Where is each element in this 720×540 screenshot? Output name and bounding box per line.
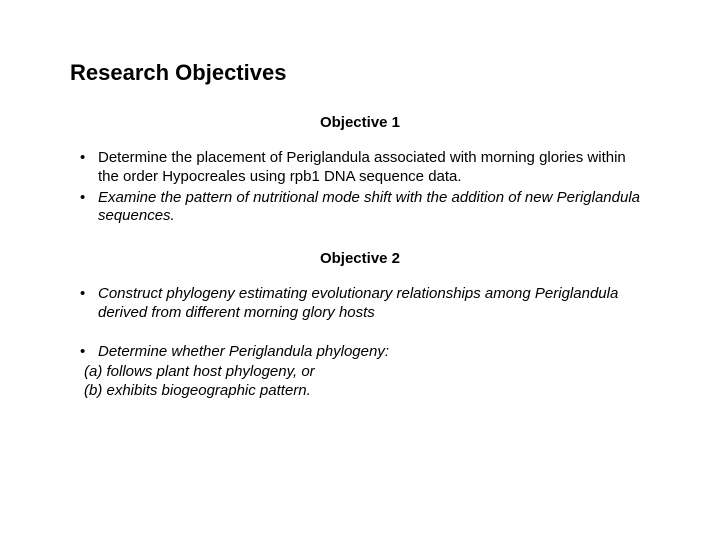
list-item: Determine the placement of Periglandula …: [76, 149, 650, 187]
objective-2-heading: Objective 2: [70, 250, 650, 267]
slide: Research Objectives Objective 1 Determin…: [0, 0, 720, 540]
objective-2-list: Construct phylogeny estimating evolution…: [70, 285, 650, 361]
list-item: Construct phylogeny estimating evolution…: [76, 285, 650, 323]
bullet-text: Examine the pattern of nutritional mode …: [98, 189, 640, 225]
objective-1-heading: Objective 1: [70, 114, 650, 131]
list-item: Determine whether Periglandula phylogeny…: [76, 343, 650, 362]
bullet-text: Construct phylogeny estimating evolution…: [98, 285, 618, 321]
bullet-text: Determine the placement of Periglandula …: [98, 149, 626, 185]
objective-2-sublines: (a) follows plant host phylogeny, or (b)…: [70, 363, 650, 401]
list-item: Examine the pattern of nutritional mode …: [76, 189, 650, 227]
objective-1-list: Determine the placement of Periglandula …: [70, 149, 650, 226]
bullet-text: Determine whether Periglandula phylogeny…: [98, 343, 389, 360]
subline: (a) follows plant host phylogeny, or: [84, 363, 650, 382]
page-title: Research Objectives: [70, 60, 650, 86]
subline: (b) exhibits biogeographic pattern.: [84, 382, 650, 401]
